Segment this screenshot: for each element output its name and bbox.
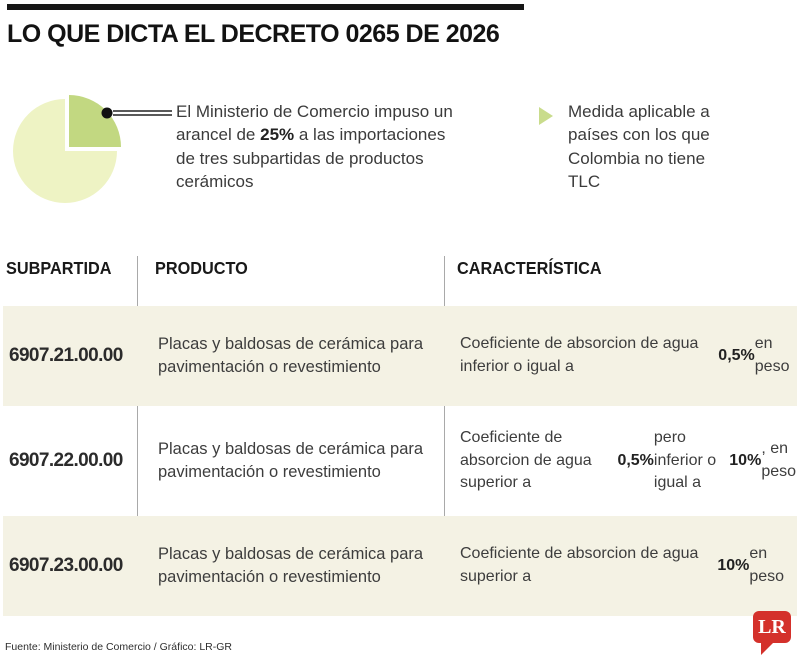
subpartida-code: 6907.22.00.00: [9, 450, 123, 471]
column-header-subpartida: SUBPARTIDA: [6, 258, 112, 278]
source-credit: Fuente: Ministerio de Comercio / Gráfico…: [5, 641, 232, 653]
column-header-caracteristica: CARACTERÍSTICA: [457, 258, 602, 278]
table-row: 6907.23.00.00 Placas y baldosas de cerám…: [3, 516, 797, 616]
lr-logo-box: LR: [753, 611, 791, 643]
tariff-annotation: El Ministerio de Comercio impuso un aran…: [176, 102, 453, 192]
callout-dot: [101, 107, 113, 119]
column-divider-1: [137, 256, 138, 613]
arrow-right-icon: [539, 107, 553, 125]
product-cell: Placas y baldosas de cerámica para pavim…: [158, 334, 424, 376]
lr-logo-text: LR: [758, 615, 786, 638]
lr-logo-tail: [761, 641, 775, 655]
characteristic-cell: Coeficiente de absorcion de agua inferio…: [460, 335, 790, 375]
table-row: 6907.21.00.00 Placas y baldosas de cerám…: [3, 306, 797, 406]
pie-highlight-slice: [69, 95, 121, 147]
subpartida-code: 6907.21.00.00: [9, 345, 123, 366]
tlc-annotation: Medida aplicable a países con los que Co…: [568, 102, 710, 192]
product-cell: Placas y baldosas de cerámica para pavim…: [158, 544, 424, 586]
product-cell: Placas y baldosas de cerámica para pavim…: [158, 439, 424, 481]
page-title: LO QUE DICTA EL DECRETO 0265 DE 2026: [7, 20, 500, 48]
lr-logo: LR: [751, 611, 791, 657]
table-row: 6907.22.00.00 Placas y baldosas de cerám…: [3, 411, 797, 511]
characteristic-cell: Coeficiente de absorcion de agua superio…: [460, 428, 797, 492]
characteristic-cell: Coeficiente de absorcion de agua superio…: [460, 545, 785, 585]
column-header-producto: PRODUCTO: [155, 258, 248, 278]
subpartida-code: 6907.23.00.00: [9, 555, 123, 576]
title-top-rule: [7, 4, 524, 10]
pie-rest-slice: [13, 99, 117, 203]
column-divider-2: [444, 256, 445, 613]
pie-chart: [13, 95, 172, 203]
